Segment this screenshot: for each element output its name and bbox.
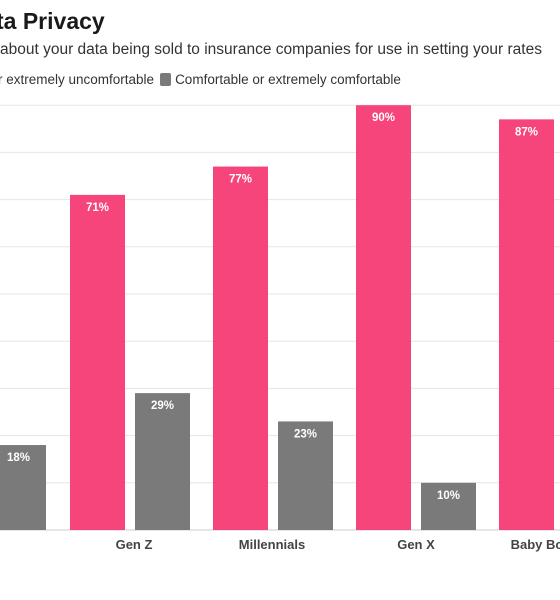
legend-label-comfortable: Comfortable or extremely comfortable <box>175 72 401 87</box>
data-label: 87% <box>515 126 538 138</box>
bar <box>278 421 333 530</box>
data-label: 90% <box>372 112 395 124</box>
data-label: 18% <box>7 452 30 464</box>
x-tick-label: Millennials <box>239 537 305 552</box>
bar <box>499 119 554 531</box>
bar <box>70 194 125 530</box>
x-tick-label: Gen X <box>397 537 435 552</box>
bar <box>356 105 411 530</box>
data-label: 29% <box>151 400 174 412</box>
data-label: 71% <box>86 202 109 214</box>
bar <box>421 482 476 530</box>
legend-swatch-comfortable <box>160 73 172 86</box>
legend-item-comfortable: Comfortable or extremely comfortable <box>160 72 401 87</box>
legend-item-uncomfortable: r extremely uncomfortable <box>0 72 154 87</box>
legend: r extremely uncomfortable Comfortable or… <box>0 72 407 87</box>
x-tick-label: Baby Bo <box>511 537 560 552</box>
x-tick-label: Gen Z <box>116 537 153 552</box>
data-label: 10% <box>437 490 460 502</box>
data-label: 77% <box>229 174 252 186</box>
legend-label-uncomfortable: r extremely uncomfortable <box>0 72 155 87</box>
data-label: 23% <box>294 428 317 440</box>
chart-title: ta Privacy <box>0 8 105 34</box>
bar <box>135 393 190 530</box>
bar <box>0 445 46 530</box>
chart-subtitle: about your data being sold to insurance … <box>0 41 542 58</box>
bar <box>213 166 268 530</box>
